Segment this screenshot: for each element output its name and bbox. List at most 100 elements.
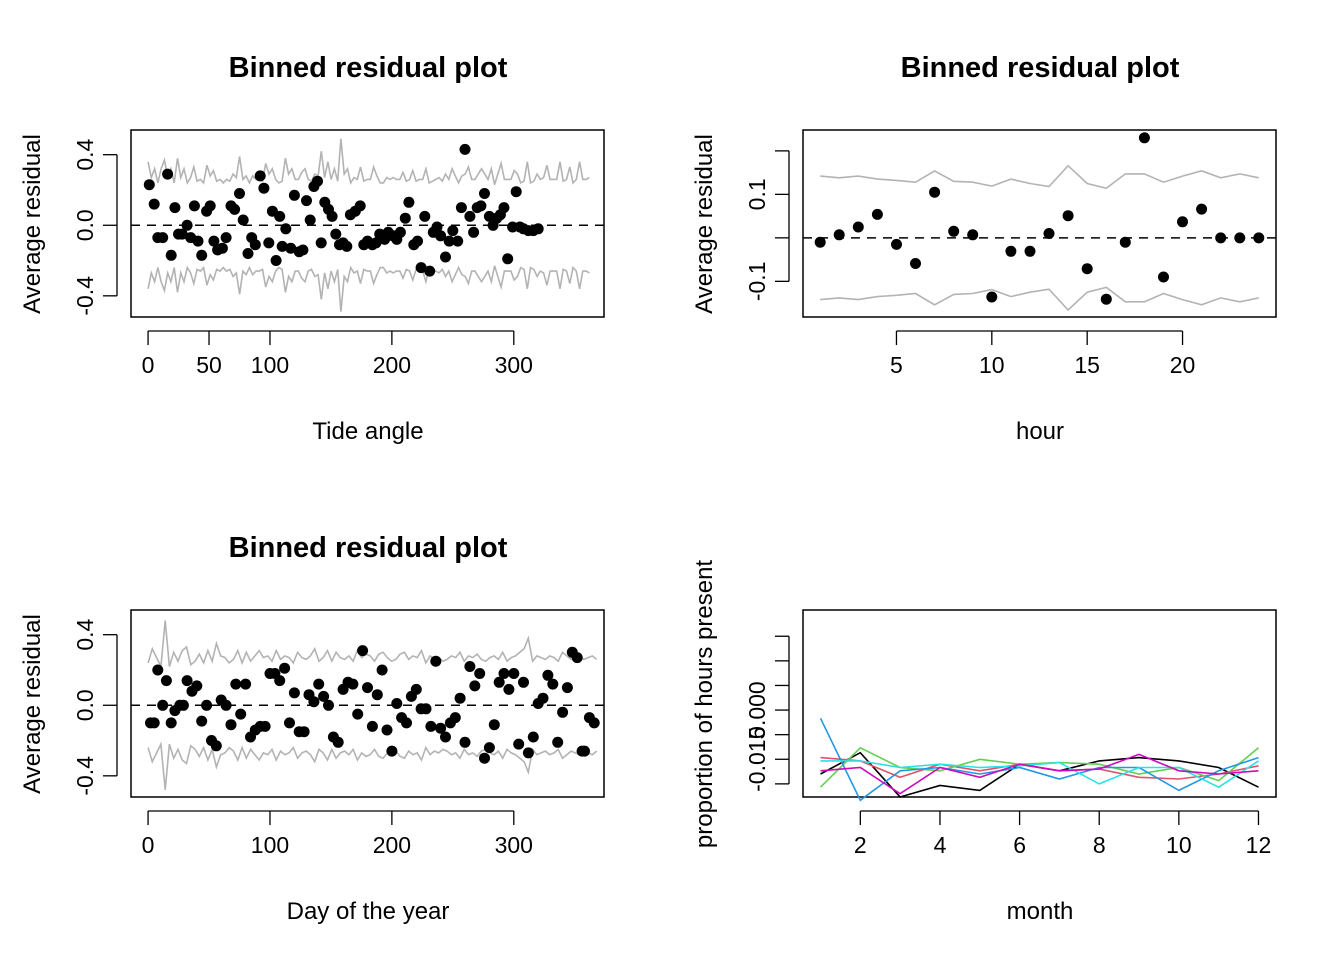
data-point <box>459 736 471 748</box>
data-point <box>447 225 459 237</box>
data-point <box>967 229 979 241</box>
data-point <box>152 664 164 676</box>
y-tick-label: 0.4 <box>72 619 98 651</box>
data-point <box>833 229 845 241</box>
data-point <box>237 214 249 226</box>
x-tick-label: 200 <box>373 832 411 858</box>
data-point <box>169 202 181 214</box>
data-point <box>1081 263 1093 275</box>
data-point <box>852 221 864 233</box>
data-point <box>459 143 471 155</box>
data-point <box>276 240 288 252</box>
x-tick-label: 0 <box>142 352 155 378</box>
data-point <box>415 262 427 274</box>
y-tick-label: -0.1 <box>744 262 770 302</box>
x-tick-label: 200 <box>373 352 411 378</box>
data-point <box>208 235 220 247</box>
data-point <box>285 242 297 254</box>
data-point <box>424 265 436 277</box>
data-point <box>431 221 443 233</box>
data-point <box>483 742 495 754</box>
data-point <box>518 676 529 688</box>
data-point <box>181 675 193 687</box>
data-point <box>274 675 286 687</box>
upper-bound-line <box>147 138 590 185</box>
data-point <box>435 722 447 734</box>
data-point <box>297 244 309 256</box>
x-tick-label: 20 <box>1170 352 1196 378</box>
data-point <box>313 678 325 690</box>
data-point <box>1234 232 1246 244</box>
lower-bound-line <box>820 286 1259 312</box>
data-point <box>508 668 520 679</box>
lower-bound-line <box>147 741 598 790</box>
data-point <box>391 698 403 709</box>
data-point <box>148 717 160 729</box>
data-point <box>258 182 270 194</box>
data-point <box>362 682 373 694</box>
data-point <box>588 717 600 729</box>
data-point <box>165 717 177 729</box>
plot-frame <box>802 129 1277 318</box>
data-point <box>435 230 447 242</box>
data-point <box>1138 132 1150 144</box>
data-point <box>1100 293 1112 305</box>
data-point <box>469 680 481 692</box>
x-tick-label: 10 <box>1166 832 1192 858</box>
data-point <box>814 236 826 248</box>
data-point <box>403 196 415 208</box>
x-axis-label: month <box>1007 898 1074 925</box>
data-point <box>425 720 437 732</box>
x-tick-label: 50 <box>196 352 222 378</box>
data-point <box>177 699 189 711</box>
data-point <box>1024 245 1036 257</box>
panel-day-of-year: Binned residual plot Day of the year Ave… <box>19 532 605 925</box>
data-point <box>891 238 902 250</box>
series-line <box>820 753 1259 795</box>
data-point <box>330 228 342 240</box>
x-tick-label: 300 <box>495 832 533 858</box>
data-point <box>468 226 480 238</box>
x-tick-label: 4 <box>934 832 947 858</box>
y-tick-label: 0.1 <box>744 178 770 210</box>
data-point <box>493 676 505 688</box>
data-point <box>308 696 320 708</box>
data-point <box>571 652 583 664</box>
data-point <box>498 668 510 679</box>
data-point <box>547 678 559 690</box>
data-point <box>249 239 261 251</box>
data-point <box>455 202 467 214</box>
data-point <box>204 200 216 212</box>
data-point <box>279 662 291 674</box>
data-point <box>527 731 539 743</box>
data-point <box>165 249 177 261</box>
data-point <box>454 692 466 704</box>
upper-bound-line <box>147 620 598 670</box>
x-tick-label: 300 <box>495 352 533 378</box>
data-point <box>288 189 300 201</box>
data-point <box>552 736 564 748</box>
data-point <box>371 689 383 701</box>
data-point <box>929 186 941 198</box>
data-point <box>318 690 330 702</box>
data-point <box>157 232 169 244</box>
data-point <box>160 675 172 687</box>
data-point <box>381 724 393 736</box>
data-point <box>323 699 334 711</box>
data-point <box>210 740 222 752</box>
data-point <box>176 228 188 240</box>
data-point <box>191 680 203 692</box>
data-point <box>326 210 338 222</box>
data-point <box>412 235 423 247</box>
data-point <box>162 168 174 180</box>
y-axis-label: Average residual <box>19 614 46 794</box>
data-point <box>420 703 432 715</box>
x-tick-label: 6 <box>1013 832 1026 858</box>
data-point <box>370 237 382 249</box>
data-point <box>332 736 344 748</box>
y-axis-label: proportion of hours present <box>691 560 718 849</box>
data-point <box>181 219 193 231</box>
data-point <box>410 683 422 695</box>
data-point <box>229 203 241 215</box>
data-point <box>341 240 353 252</box>
